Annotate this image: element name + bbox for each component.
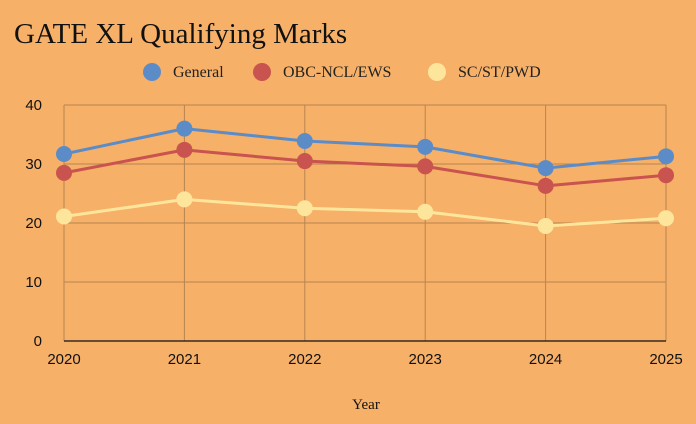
data-point bbox=[296, 153, 313, 170]
y-axis-ticks: 0 10 20 30 40 bbox=[25, 97, 42, 350]
data-point bbox=[176, 191, 193, 208]
series-group bbox=[56, 120, 674, 234]
x-tick-label: 2020 bbox=[47, 351, 80, 368]
x-axis-ticks: 2020 2021 2022 2023 2024 2025 bbox=[47, 351, 682, 368]
y-tick-label: 30 bbox=[25, 156, 42, 173]
x-tick-label: 2024 bbox=[529, 351, 562, 368]
data-point bbox=[56, 208, 72, 225]
data-point bbox=[296, 200, 313, 217]
data-point bbox=[537, 217, 554, 234]
series-line bbox=[63, 197, 667, 228]
x-axis-label: Year bbox=[352, 397, 380, 413]
y-tick-label: 20 bbox=[25, 215, 42, 232]
data-point bbox=[658, 210, 674, 227]
data-point bbox=[176, 141, 193, 158]
series-line bbox=[63, 148, 667, 188]
series-0 bbox=[56, 120, 674, 177]
x-tick-label: 2021 bbox=[168, 351, 201, 368]
legend-label: General bbox=[173, 64, 224, 81]
data-point bbox=[658, 148, 674, 165]
data-point bbox=[658, 167, 674, 184]
series-2 bbox=[56, 191, 674, 234]
series-line bbox=[63, 127, 667, 170]
legend-marker bbox=[143, 63, 161, 81]
data-point bbox=[176, 120, 193, 137]
x-tick-label: 2025 bbox=[649, 351, 682, 368]
legend: General OBC-NCL/EWS SC/ST/PWD bbox=[143, 63, 541, 81]
data-point bbox=[296, 132, 313, 149]
data-point bbox=[417, 203, 434, 220]
x-tick-label: 2022 bbox=[288, 351, 321, 368]
data-point bbox=[537, 177, 554, 194]
legend-label: OBC-NCL/EWS bbox=[283, 64, 391, 81]
data-point bbox=[56, 164, 72, 181]
legend-marker bbox=[428, 63, 446, 81]
x-tick-label: 2023 bbox=[409, 351, 442, 368]
y-tick-label: 40 bbox=[25, 97, 42, 114]
series-1 bbox=[56, 141, 674, 194]
legend-marker bbox=[253, 63, 271, 81]
data-point bbox=[417, 138, 434, 155]
data-point bbox=[537, 160, 554, 177]
y-tick-label: 0 bbox=[34, 333, 42, 350]
y-tick-label: 10 bbox=[25, 274, 42, 291]
data-point bbox=[56, 145, 72, 162]
chart-title: GATE XL Qualifying Marks bbox=[14, 18, 347, 50]
data-point bbox=[417, 158, 434, 175]
legend-label: SC/ST/PWD bbox=[458, 64, 541, 81]
